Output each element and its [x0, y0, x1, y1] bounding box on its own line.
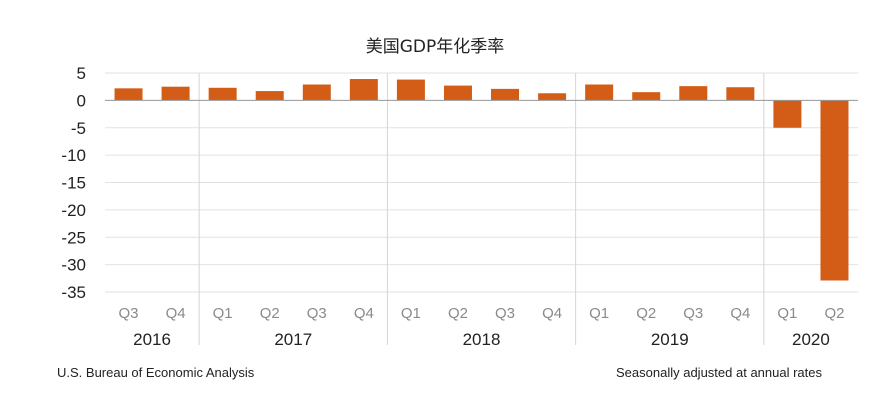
- y-tick-label: -20: [61, 201, 86, 220]
- y-axis: 5 0 -5 -10 -15 -20 -25 -30 -35: [61, 64, 86, 302]
- bar: [491, 88, 520, 101]
- bar: [302, 84, 331, 101]
- bar: [726, 87, 755, 101]
- quarter-label: Q1: [589, 305, 609, 322]
- quarter-label: Q2: [636, 305, 656, 322]
- bar: [396, 79, 425, 101]
- bar: [255, 91, 284, 101]
- bar: [443, 85, 472, 101]
- bar: [632, 92, 661, 101]
- bar: [161, 86, 190, 101]
- y-tick-label: -30: [61, 256, 86, 275]
- year-label: 2016: [133, 330, 171, 349]
- year-label: 2018: [463, 330, 501, 349]
- bars: [105, 79, 858, 281]
- quarter-label: Q4: [354, 305, 374, 322]
- chart-title: 美国GDP年化季率: [366, 37, 505, 57]
- x-axis: 2016 2017 2018 2019 2020 Q3 Q4 Q1 Q2 Q3 Q4 Q1 Q2 Q3 Q4…: [119, 305, 845, 349]
- y-tick-label: -25: [61, 228, 86, 247]
- quarter-label: Q1: [777, 305, 797, 322]
- y-tick-label: 0: [77, 91, 86, 110]
- bar: [820, 100, 849, 281]
- quarter-label: Q2: [824, 305, 844, 322]
- grid-lines: [105, 72, 858, 293]
- quarter-label: Q2: [260, 305, 280, 322]
- quarter-label: Q1: [401, 305, 421, 322]
- bar: [538, 93, 567, 101]
- y-tick-label: -5: [71, 119, 86, 138]
- bar: [585, 84, 614, 101]
- bar: [114, 88, 143, 101]
- bar: [679, 86, 708, 101]
- bar: [773, 100, 802, 128]
- adjustment-note: Seasonally adjusted at annual rates: [616, 365, 822, 380]
- quarter-label: Q4: [730, 305, 750, 322]
- y-tick-label: 5: [77, 64, 86, 83]
- quarter-label: Q2: [448, 305, 468, 322]
- quarter-label: Q3: [307, 305, 327, 322]
- source-note: U.S. Bureau of Economic Analysis: [57, 365, 255, 380]
- quarter-label: Q3: [683, 305, 703, 322]
- quarter-label: Q3: [495, 305, 515, 322]
- quarter-label: Q1: [213, 305, 233, 322]
- y-tick-label: -35: [61, 283, 86, 302]
- year-label: 2020: [792, 330, 830, 349]
- quarter-label: Q4: [542, 305, 562, 322]
- year-separators: [198, 73, 765, 345]
- bar: [349, 79, 378, 101]
- bar: [208, 87, 237, 101]
- y-tick-label: -15: [61, 174, 86, 193]
- quarter-label: Q4: [166, 305, 186, 322]
- y-tick-label: -10: [61, 146, 86, 165]
- quarter-label: Q3: [119, 305, 139, 322]
- year-label: 2019: [651, 330, 689, 349]
- year-label: 2017: [274, 330, 312, 349]
